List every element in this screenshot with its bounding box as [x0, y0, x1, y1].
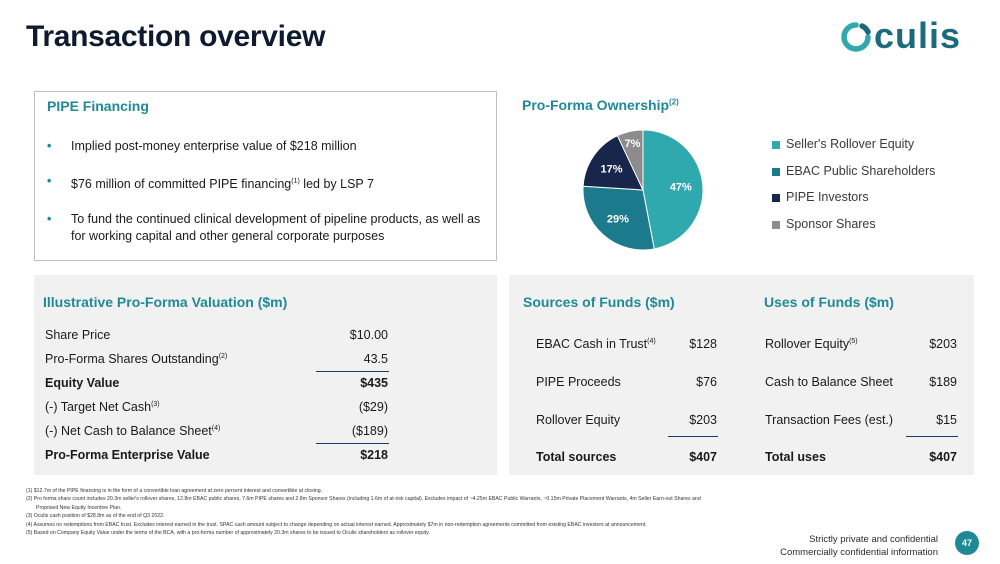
legend-item: EBAC Public Shareholders: [772, 164, 935, 191]
legend-swatch: [772, 220, 780, 229]
legend-label: PIPE Investors: [786, 190, 869, 204]
pipe-financing-title: PIPE Financing: [47, 98, 149, 114]
uses-row: Total uses $407: [765, 450, 957, 488]
uses-row-value: $15: [936, 413, 957, 427]
ownership-pie-chart: 47% 29% 17% 7%: [583, 130, 703, 250]
valuation-row-value: 43.5: [363, 352, 388, 366]
pie-slice-label: 29%: [607, 214, 629, 226]
footnote: (4) Assumes no redemptions from EBAC tru…: [26, 521, 647, 528]
valuation-row-label: (-) Target Net Cash(3): [45, 400, 160, 414]
footnote: (5) Based on Company Equity Value under …: [26, 530, 430, 537]
uses-table: Rollover Equity(5) $203 Cash to Balance Sh…: [765, 337, 957, 488]
sources-total-rule: [668, 436, 718, 437]
valuation-row-value: ($189): [351, 424, 388, 438]
sources-row-label: EBAC Cash in Trust(4): [536, 337, 656, 351]
legend-item: PIPE Investors: [772, 190, 935, 217]
valuation-row-label: Pro-Forma Enterprise Value: [45, 448, 210, 462]
sources-row-label: Total sources: [536, 450, 617, 464]
valuation-row-value: $10.00: [349, 328, 388, 342]
sources-row: Rollover Equity $203: [536, 413, 717, 450]
uses-row-value: $203: [929, 337, 957, 351]
legend-label: Sponsor Shares: [786, 216, 876, 231]
pipe-bullet: • $76 million of committed PIPE financing…: [47, 174, 374, 192]
sources-title: Sources of Funds ($m): [523, 294, 675, 310]
ownership-legend: Seller's Rollover Equity EBAC Public Shar…: [772, 137, 935, 243]
pie-slice-label: 7%: [625, 138, 641, 150]
footnote: Proposed New Equity Incentive Plan.: [36, 504, 122, 511]
valuation-title: Illustrative Pro-Forma Valuation ($m): [43, 294, 288, 310]
sources-uses-panel: Sources of Funds ($m) Uses of Funds ($m)…: [509, 275, 974, 475]
valuation-total-rule: [316, 443, 389, 444]
bullet-icon: •: [47, 139, 52, 153]
legend-item: Seller's Rollover Equity: [772, 137, 935, 164]
page-number-badge: 47: [955, 531, 979, 555]
uses-row-label: Rollover Equity(5): [765, 337, 858, 351]
valuation-row-value: $218: [360, 448, 388, 462]
pie-slice-label: 47%: [670, 181, 692, 193]
uses-row-value: $189: [929, 375, 957, 389]
valuation-row-label: Pro-Forma Shares Outstanding(2): [45, 352, 228, 366]
valuation-row: (-) Target Net Cash(3) ($29): [45, 400, 388, 424]
uses-title: Uses of Funds ($m): [764, 294, 894, 310]
uses-total-rule: [906, 436, 958, 437]
pipe-bullet-list: • Implied post-money enterprise value of …: [47, 138, 487, 263]
valuation-row-label: Equity Value: [45, 376, 120, 390]
pipe-bullet: • To fund the continued clinical developm…: [47, 212, 481, 244]
footnotes: (1) $12.7m of the PIPE financing is in t…: [26, 487, 926, 537]
logo-wordmark: culis: [874, 15, 962, 56]
legend-item: Sponsor Shares: [772, 217, 935, 244]
logo-o-icon: [841, 22, 871, 52]
valuation-table: Share Price $10.00 Pro-Forma Shares Outsta…: [45, 328, 388, 472]
sources-row-label: Rollover Equity: [536, 413, 621, 427]
sources-row-value: $76: [696, 375, 717, 389]
uses-row-label: Cash to Balance Sheet: [765, 375, 893, 389]
sources-row: PIPE Proceeds $76: [536, 375, 717, 413]
legend-swatch: [772, 194, 780, 202]
pipe-bullet: • Implied post-money enterprise value of …: [47, 139, 357, 153]
valuation-row: Pro-Forma Enterprise Value $218: [45, 448, 388, 472]
uses-row-value: $407: [929, 450, 957, 464]
uses-row: Cash to Balance Sheet $189: [765, 375, 957, 413]
sources-row: EBAC Cash in Trust(4) $128: [536, 337, 717, 375]
sources-row: Total sources $407: [536, 450, 717, 488]
pipe-financing-panel: PIPE Financing • Implied post-money enter…: [34, 91, 497, 261]
valuation-row: (-) Net Cash to Balance Sheet(4) ($189): [45, 424, 388, 448]
uses-row: Transaction Fees (est.) $15: [765, 413, 957, 450]
pie-slice: [583, 135, 644, 191]
valuation-row-value: $435: [360, 376, 388, 390]
legend-label: Seller's Rollover Equity: [786, 137, 915, 151]
footnote: (1) $12.7m of the PIPE financing is in t…: [26, 488, 323, 494]
footnote: (2) Pro forma share count includes 20.3m…: [26, 496, 701, 503]
valuation-subtotal-rule: [316, 371, 389, 372]
valuation-row-label: Share Price: [45, 328, 111, 342]
page-title: Transaction overview: [26, 20, 326, 53]
legend-swatch: [772, 167, 780, 176]
valuation-row: Share Price $10.00: [45, 328, 388, 352]
bullet-icon: •: [47, 212, 52, 227]
sources-row-label: PIPE Proceeds: [536, 375, 621, 389]
valuation-panel: Illustrative Pro-Forma Valuation ($m) Sh…: [34, 275, 497, 475]
sources-table: EBAC Cash in Trust(4) $128 PIPE Proceeds $7…: [536, 337, 717, 488]
uses-row: Rollover Equity(5) $203: [765, 337, 957, 375]
oculis-logo: culis: [840, 16, 974, 56]
legend-swatch: [772, 141, 780, 149]
ownership-title: Pro-Forma Ownership(2): [522, 97, 679, 113]
valuation-row: Equity Value $435: [45, 376, 388, 400]
valuation-row-value: ($29): [358, 400, 388, 414]
sources-row-value: $128: [689, 337, 717, 351]
confidentiality-notice: Strictly private and confidential Commer…: [780, 534, 938, 558]
pie-slice: [616, 130, 644, 191]
pie-slice: [583, 185, 655, 250]
valuation-row-label: (-) Net Cash to Balance Sheet(4): [45, 424, 221, 438]
uses-row-label: Total uses: [765, 450, 826, 464]
bullet-icon: •: [47, 174, 52, 188]
sources-row-value: $203: [689, 413, 717, 427]
sources-row-value: $407: [689, 450, 717, 464]
pie-slice-label: 17%: [601, 164, 623, 176]
footnote: (3) Oculis cash position of $28.8m as of…: [26, 513, 165, 520]
valuation-row: Pro-Forma Shares Outstanding(2) 43.5: [45, 352, 388, 376]
uses-row-label: Transaction Fees (est.): [765, 413, 894, 427]
pie-slice: [642, 130, 703, 250]
legend-label: EBAC Public Shareholders: [786, 163, 936, 178]
